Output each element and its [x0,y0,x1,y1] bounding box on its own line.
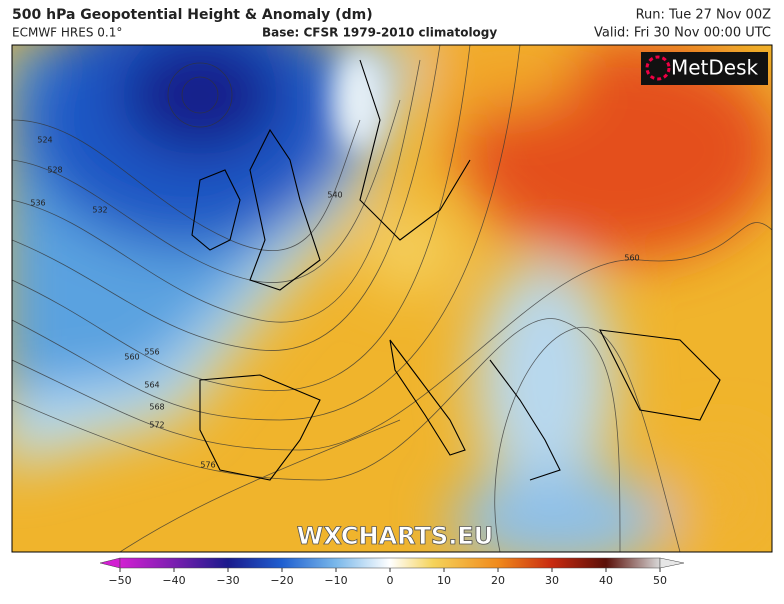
map-title: 500 hPa Geopotential Height & Anomaly (d… [12,7,373,23]
logo-box [641,52,768,85]
colorbar-max-arrow [659,557,685,569]
map-area: MetDesk WXCHARTS.EU 524 528 536 532 540 556 56… [12,45,772,552]
colorbar-tick-label: −10 [324,574,347,587]
colorbar [119,557,661,569]
colorbar-tick-label: 50 [653,574,667,587]
contour-label: 564 [144,381,159,390]
logo-icon [645,55,671,81]
model-name: ECMWF HRES 0.1° [12,26,122,40]
contour-label-group: 524 528 536 532 540 556 560 564 568 572 576 560 [30,136,639,470]
run-time: Run: Tue 27 Nov 00Z [636,8,771,23]
contour-label: 540 [327,191,342,200]
logo-text: MetDesk [671,56,759,80]
contour-label: 576 [200,461,215,470]
colorbar-min-arrow [99,557,121,569]
colorbar-tick-label: −30 [216,574,239,587]
contour-label: 556 [144,348,159,357]
colorbar-tick-label: −20 [270,574,293,587]
contour-label: 560 [124,353,139,362]
contour-label: 536 [30,199,45,208]
contour-label: 568 [149,403,164,412]
contour-label: 572 [149,421,164,430]
watermark: WXCHARTS.EU [297,522,493,550]
climatology-base: Base: CFSR 1979-2010 climatology [262,26,497,40]
contour-label: 524 [37,136,52,145]
map-frame [11,44,773,553]
contour-lines [12,45,772,552]
valid-time: Valid: Fri 30 Nov 00:00 UTC [594,26,771,41]
colorbar-tick-label: 30 [545,574,559,587]
colorbar-tick-label: −50 [108,574,131,587]
colorbar-tick-label: 10 [437,574,451,587]
anomaly-field [12,45,772,552]
coastlines [191,59,721,481]
colorbar-ticks: −50 −40 −30 −20 −10 0 10 20 30 40 50 [108,568,667,587]
colorbar-tick-label: 20 [491,574,505,587]
colorbar-tick-label: −40 [162,574,185,587]
contour-label: 532 [92,206,107,215]
contour-label: 560 [624,254,639,263]
colorbar-tick-label: 40 [599,574,613,587]
colorbar-tick-label: 0 [387,574,394,587]
contour-label: 528 [47,166,62,175]
